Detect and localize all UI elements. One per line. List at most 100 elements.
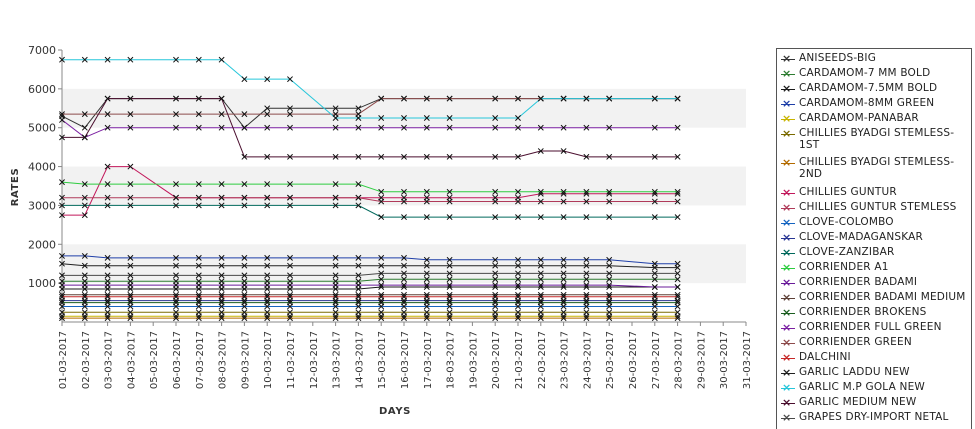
data-point — [264, 124, 271, 131]
grid-band — [62, 244, 746, 284]
data-point — [332, 153, 339, 160]
data-point — [218, 309, 225, 316]
data-point — [674, 153, 681, 160]
data-point — [355, 153, 362, 160]
legend-label: DALCHINI — [799, 351, 851, 363]
data-point — [515, 262, 521, 269]
data-point — [287, 181, 293, 188]
data-point — [195, 181, 202, 188]
data-point — [241, 76, 248, 83]
data-point — [583, 188, 590, 195]
data-point — [560, 188, 567, 195]
legend-marker-icon: × — [777, 186, 799, 201]
legend-item: × CLOVE-COLOMBO — [777, 216, 971, 231]
x-tick-label: 19-03-2017 — [468, 331, 479, 389]
data-point — [104, 124, 111, 131]
data-point — [401, 276, 407, 283]
data-point — [537, 270, 544, 277]
data-point — [104, 299, 111, 306]
legend-label: CHILLIES GUNTUR — [799, 186, 897, 198]
data-point — [355, 272, 362, 279]
data-point — [173, 309, 179, 316]
data-point — [537, 282, 544, 289]
legend-label: CORRIENDER BADAMI MEDIUM — [799, 291, 966, 303]
data-point — [537, 188, 544, 195]
data-point — [81, 111, 88, 118]
data-point — [606, 256, 613, 263]
data-point — [287, 153, 293, 160]
data-point — [537, 148, 544, 154]
data-point — [287, 282, 293, 289]
series-20 — [59, 260, 681, 271]
data-point — [104, 95, 111, 102]
series-9 — [59, 194, 681, 205]
x-tick-label: 07-03-2017 — [195, 331, 206, 389]
data-point — [355, 282, 362, 289]
data-point — [59, 179, 65, 186]
data-point — [423, 282, 430, 289]
data-point — [104, 56, 111, 63]
series-line — [62, 197, 678, 202]
data-point — [378, 262, 385, 269]
data-point — [651, 276, 658, 283]
data-point — [378, 124, 385, 131]
legend-label: ANISEEDS-BIG — [799, 52, 877, 64]
data-point — [583, 293, 590, 300]
series-23 — [59, 270, 681, 279]
data-point — [606, 309, 613, 316]
data-point — [104, 315, 111, 322]
data-point — [332, 254, 339, 261]
data-point — [173, 315, 179, 322]
data-point — [674, 95, 681, 102]
chart-legend: × ANISEEDS-BIG × CARDAMOM-7 MM BOLD × CARDAMO… — [776, 48, 972, 429]
data-point — [127, 181, 134, 188]
data-point — [81, 252, 88, 259]
x-tick-label: 21-03-2017 — [514, 331, 525, 389]
data-point — [218, 181, 225, 188]
y-axis-ticks: 1000 2000 3000 4000 5000 6000 7000 — [28, 44, 62, 290]
data-point — [423, 256, 430, 263]
x-tick-label: 03-03-2017 — [104, 331, 115, 389]
data-point — [81, 315, 88, 322]
legend-label: CORRIENDER GREEN — [799, 336, 912, 348]
data-point — [241, 262, 248, 269]
series-line — [62, 272, 678, 276]
data-point — [674, 299, 681, 306]
data-point — [423, 299, 430, 306]
legend-label: GARLIC M.P GOLA NEW — [799, 381, 925, 393]
data-point — [651, 264, 658, 271]
data-point — [241, 299, 248, 306]
x-tick-label: 05-03-2017 — [149, 331, 160, 389]
series-line — [61, 263, 678, 269]
data-point — [583, 270, 590, 277]
x-tick-label: 04-03-2017 — [126, 331, 137, 389]
data-point — [492, 188, 499, 195]
data-point — [560, 95, 567, 102]
data-point — [606, 188, 613, 195]
data-point — [583, 299, 590, 306]
data-point — [355, 254, 362, 261]
data-point — [241, 309, 248, 316]
data-point — [104, 262, 111, 269]
data-point — [195, 299, 202, 306]
legend-marker-icon: × — [777, 67, 799, 82]
data-point — [332, 194, 339, 201]
data-point — [264, 282, 271, 289]
data-point — [287, 254, 293, 261]
data-point — [446, 299, 453, 306]
data-point — [127, 111, 134, 118]
y-tick-label: 6000 — [28, 83, 56, 96]
legend-item: × CARDAMOM-7.5MM BOLD — [777, 82, 971, 97]
data-point — [446, 256, 453, 263]
data-point — [515, 293, 521, 300]
data-point — [674, 188, 681, 195]
x-tick-label: 26-03-2017 — [628, 331, 639, 389]
x-tick-label: 16-03-2017 — [400, 331, 411, 389]
data-point — [332, 293, 339, 300]
data-point — [537, 124, 544, 131]
data-point — [515, 115, 521, 121]
data-point — [332, 282, 339, 289]
data-point — [560, 270, 567, 277]
data-point — [674, 264, 681, 271]
